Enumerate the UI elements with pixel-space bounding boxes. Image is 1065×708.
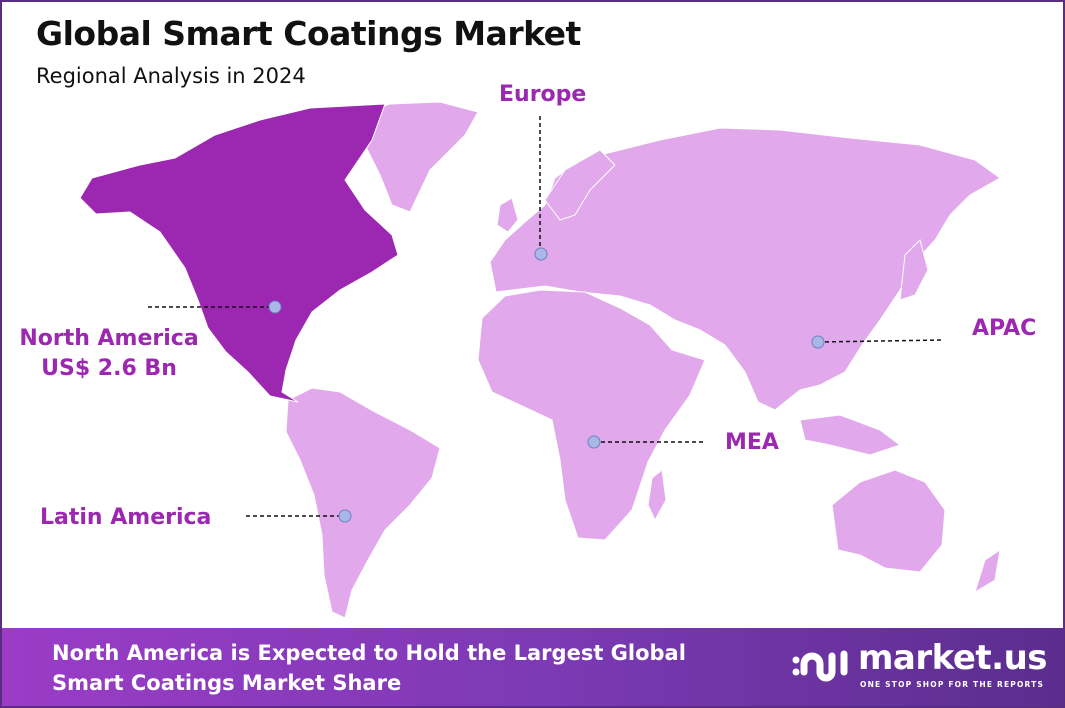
mea-label: MEA (725, 430, 779, 455)
mea-marker (587, 435, 601, 449)
north-america-highlight (79, 103, 399, 403)
apac-marker (811, 335, 825, 349)
scandinavia (544, 149, 616, 221)
europe-asia (489, 127, 1001, 411)
europe-marker (534, 247, 548, 261)
southeast-asia-islands (799, 414, 902, 456)
footer-line-1: North America is Expected to Hold the La… (52, 641, 686, 665)
uk (496, 197, 519, 233)
logo-tagline: ONE STOP SHOP FOR THE REPORTS (860, 680, 1045, 689)
japan (899, 239, 929, 301)
apac-leader (817, 339, 945, 343)
north-america-value: US$ 2.6 Bn (41, 356, 177, 381)
north-america-name: North America (19, 326, 199, 351)
market-us-logo: market.us ONE STOP SHOP FOR THE REPORTS (792, 638, 1048, 692)
logo-wordmark: market.us (858, 638, 1048, 678)
new-zealand (974, 548, 1001, 594)
north-america-label: North America US$ 2.6 Bn (14, 324, 204, 384)
latin-america-label: Latin America (40, 505, 212, 530)
footer-banner: North America is Expected to Hold the La… (2, 628, 1063, 706)
europe-label: Europe (499, 82, 587, 107)
africa (477, 289, 706, 541)
south-america (285, 387, 441, 619)
page-subtitle: Regional Analysis in 2024 (36, 64, 306, 88)
market-us-logo-icon (792, 650, 848, 682)
footer-text: North America is Expected to Hold the La… (52, 638, 686, 698)
latin-america-marker (338, 509, 352, 523)
apac-label: APAC (972, 316, 1037, 341)
north-america-marker (268, 300, 282, 314)
greenland (344, 101, 479, 213)
page-title: Global Smart Coatings Market (36, 14, 581, 53)
australia (831, 469, 946, 573)
madagascar (647, 469, 667, 522)
footer-line-2: Smart Coatings Market Share (52, 671, 402, 695)
